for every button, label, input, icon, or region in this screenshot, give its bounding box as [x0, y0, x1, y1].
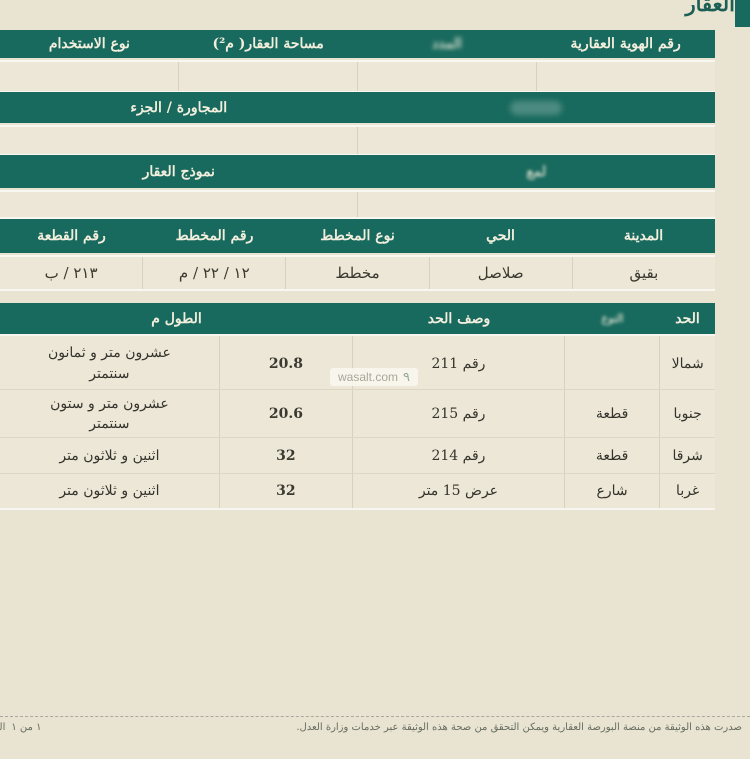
border-length-header: الطول م — [151, 310, 202, 327]
neighborhood-header: المجاورة / الجزء — [130, 99, 228, 116]
redaction-smudge — [510, 100, 563, 115]
border-row-east: شرقا قطعة رقم 214 32 اثنين و ثلاثون متر — [0, 437, 715, 474]
plan-number-header: رقم المخطط — [175, 228, 254, 244]
footer-page-label: الصفحة — [0, 722, 6, 733]
border-length-number: 20.6 — [220, 390, 354, 438]
footer-page-count: ١ من ١ — [11, 722, 42, 733]
plan-number-value: ١٢ / ٢٢ / م — [143, 257, 287, 289]
usage-type-header: نوع الاستخدام — [48, 36, 130, 52]
neighborhood-bar: المجاورة / الجزء — [0, 92, 715, 123]
redacted-value — [358, 62, 537, 91]
neighborhood-values-row — [0, 125, 715, 156]
neighborhood-value-left — [0, 127, 358, 154]
border-length-number: 32 — [220, 474, 354, 508]
plan-type-value: مخطط — [286, 257, 430, 289]
footer-page-indicator: الصفحة ١ من ١ — [0, 722, 41, 733]
border-length-text: عشرون متر و ستون سنتمتر — [0, 390, 220, 438]
page-title: العقار — [685, 0, 735, 16]
border-side-header: الحد — [675, 310, 700, 327]
district-header: الحي — [486, 228, 515, 244]
border-desc: رقم 211 — [353, 336, 565, 391]
property-header-bar: رقم الهوية العقارية المدد مساحة العقار( … — [0, 30, 715, 58]
property-id-header: رقم الهوية العقارية — [570, 36, 681, 52]
plan-type-header: نوع المخطط — [320, 228, 395, 244]
parcel-number-value: ٢١٣ / ب — [0, 257, 144, 289]
property-values-row — [0, 60, 715, 93]
neighborhood-redacted-cell — [358, 92, 716, 123]
property-area-value — [179, 62, 358, 91]
parcel-number-header: رقم القطعة — [37, 228, 106, 244]
border-length-text: اثنين و ثلاثون متر — [0, 438, 220, 474]
border-type: قطعة — [565, 390, 661, 438]
corner-accent-block — [735, 0, 750, 27]
border-type: شارع — [565, 474, 661, 508]
border-side: جنوبا — [673, 406, 702, 422]
footer-note: صدرت هذه الوثيقة من منصة البورصة العقاري… — [296, 722, 742, 733]
borders-table-header: الحد النوع وصف الحد الطول م — [0, 303, 715, 334]
usage-type-value — [0, 62, 179, 91]
border-side: شرقا — [672, 448, 703, 464]
border-length-text: اثنين و ثلاثون متر — [0, 474, 220, 508]
border-desc: رقم 215 — [353, 390, 565, 438]
property-model-bar: لمع نموذج العقار — [0, 155, 715, 188]
property-model-values-row — [0, 190, 715, 219]
city-value: بقيق — [629, 264, 659, 282]
watermark-text: wasalt.com — [338, 370, 399, 384]
city-header: المدينة — [623, 228, 664, 244]
border-length-number: 20.8 — [220, 336, 354, 391]
plan-table-header: المدينة الحي نوع المخطط رقم المخطط رقم ا… — [0, 219, 715, 253]
border-side: غربا — [676, 483, 700, 499]
border-type: قطعة — [565, 438, 661, 474]
neighborhood-value-right — [358, 127, 715, 154]
plan-table-values-row: بقيق صلاصل مخطط ١٢ / ٢٢ / م ٢١٣ / ب — [0, 255, 715, 291]
border-type-header-redacted: النوع — [601, 312, 624, 325]
border-length-text: عشرون متر و ثمانون سنتمتر — [0, 336, 220, 391]
wasalt-logo-icon: ٩ — [403, 369, 411, 384]
property-area-header: مساحة العقار( م²) — [212, 36, 324, 52]
model-value-right — [358, 192, 715, 217]
border-desc-header: وصف الحد — [427, 310, 491, 327]
model-value-left — [0, 192, 358, 217]
border-length-number: 32 — [220, 438, 354, 474]
border-desc: عرض 15 متر — [353, 474, 565, 508]
border-side: شمالا — [671, 355, 704, 372]
border-type — [565, 336, 661, 391]
property-model-header: نموذج العقار — [142, 163, 215, 180]
property-id-value — [537, 62, 715, 91]
border-desc: رقم 214 — [353, 438, 565, 474]
border-row-west: غربا شارع عرض 15 متر 32 اثنين و ثلاثون م… — [0, 473, 715, 510]
redacted-header-text: المدد — [431, 36, 462, 52]
footer-divider — [0, 716, 750, 717]
model-redacted-text: لمع — [526, 163, 547, 180]
district-value: صلاصل — [430, 257, 573, 289]
wasalt-watermark: wasalt.com ٩ — [330, 368, 419, 386]
border-row-south: جنوبا قطعة رقم 215 20.6 عشرون متر و ستون… — [0, 389, 715, 438]
